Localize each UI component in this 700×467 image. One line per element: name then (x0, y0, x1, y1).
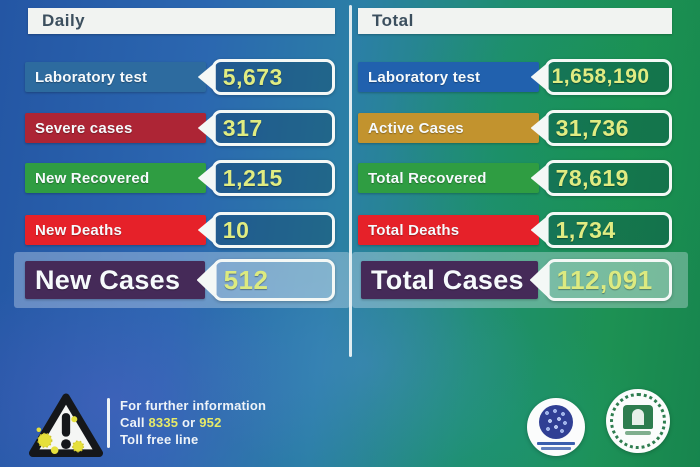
daily-row-new-deaths: New Deaths 10 (25, 212, 335, 248)
total-deaths-label: Total Deaths (368, 221, 460, 239)
globe-dots-icon (539, 405, 573, 439)
panel-divider (349, 5, 352, 357)
total-recovered-label: Total Recovered (368, 169, 487, 187)
total-laboratory-test-value: 1,658,190 (551, 65, 650, 88)
total-cases-label-bar: Total Cases (361, 261, 538, 299)
total-cases-value-box: 112,091 (545, 259, 672, 301)
total-recovered-label-bar: Total Recovered (358, 163, 539, 193)
daily-severe-cases-label-bar: Severe cases (25, 113, 206, 143)
total-panel-title: Total (372, 11, 414, 30)
total-deaths-label-bar: Total Deaths (358, 215, 539, 245)
total-active-cases-value: 31,736 (555, 114, 629, 141)
total-row-total-deaths: Total Deaths 1,734 (358, 212, 672, 248)
logo-caption-line (537, 442, 575, 445)
daily-new-recovered-value-box: 1,215 (211, 160, 335, 196)
emblem-dome-icon (632, 409, 644, 425)
total-laboratory-test-label: Laboratory test (368, 68, 481, 86)
public-health-institute-logo (527, 398, 585, 456)
daily-panel-header: Daily (28, 8, 335, 34)
ministry-of-health-logo (606, 389, 670, 453)
total-active-cases-label-bar: Active Cases (358, 113, 539, 143)
daily-laboratory-test-label-bar: Laboratory test (25, 62, 206, 92)
total-panel-header: Total (358, 8, 672, 34)
daily-row-laboratory-test: Laboratory test 5,673 (25, 59, 335, 95)
total-cases-value: 112,091 (556, 264, 653, 295)
daily-severe-cases-value: 317 (222, 114, 263, 141)
emblem-base (625, 431, 651, 435)
footer-divider (107, 398, 110, 448)
total-cases-label: Total Cases (371, 264, 524, 295)
daily-laboratory-test-value: 5,673 (222, 63, 283, 90)
logo-caption-line (541, 447, 571, 450)
daily-row-new-recovered: New Recovered 1,215 (25, 160, 335, 196)
daily-new-cases-label-bar: New Cases (25, 261, 205, 299)
hotline-number-1: 8335 (148, 415, 179, 430)
total-row-laboratory-test: Laboratory test 1,658,190 (358, 59, 672, 95)
total-laboratory-test-value-box: 1,658,190 (544, 59, 672, 95)
daily-laboratory-test-value-box: 5,673 (211, 59, 335, 95)
daily-row-severe-cases: Severe cases 317 (25, 110, 335, 146)
daily-new-cases-label: New Cases (35, 264, 181, 295)
daily-severe-cases-label: Severe cases (35, 119, 133, 137)
daily-new-deaths-value-box: 10 (211, 212, 335, 248)
total-row-total-cases: Total Cases 112,091 (361, 258, 672, 302)
daily-panel-title: Daily (42, 11, 86, 30)
daily-new-cases-value-box: 512 (212, 259, 335, 301)
daily-new-deaths-label: New Deaths (35, 221, 123, 239)
daily-new-recovered-label: New Recovered (35, 169, 150, 187)
total-deaths-value-box: 1,734 (544, 212, 672, 248)
total-row-total-recovered: Total Recovered 78,619 (358, 160, 672, 196)
total-row-active-cases: Active Cases 31,736 (358, 110, 672, 146)
warning-virus-icon (28, 393, 104, 457)
daily-new-cases-value: 512 (223, 264, 269, 295)
total-active-cases-value-box: 31,736 (544, 110, 672, 146)
call-word: Call (120, 415, 145, 430)
or-word: or (182, 415, 196, 430)
daily-laboratory-test-label: Laboratory test (35, 68, 148, 86)
daily-severe-cases-value-box: 317 (211, 110, 335, 146)
daily-new-deaths-value: 10 (222, 216, 250, 243)
footer-line2: Call 8335 or 952 (120, 414, 266, 431)
total-recovered-value-box: 78,619 (544, 160, 672, 196)
daily-new-deaths-label-bar: New Deaths (25, 215, 206, 245)
hotline-number-2: 952 (199, 415, 222, 430)
daily-new-recovered-value: 1,215 (222, 164, 283, 191)
daily-new-recovered-label-bar: New Recovered (25, 163, 206, 193)
footer-line1: For further information (120, 398, 267, 413)
total-laboratory-test-label-bar: Laboratory test (358, 62, 539, 92)
total-active-cases-label: Active Cases (368, 119, 464, 137)
logo-text-ring (610, 393, 666, 449)
daily-row-new-cases: New Cases 512 (25, 258, 335, 302)
total-recovered-value: 78,619 (555, 164, 629, 191)
total-deaths-value: 1,734 (555, 216, 616, 243)
footer-info-text: For further information Call 8335 or 952… (120, 397, 266, 448)
footer-line3: Toll free line (120, 432, 199, 447)
